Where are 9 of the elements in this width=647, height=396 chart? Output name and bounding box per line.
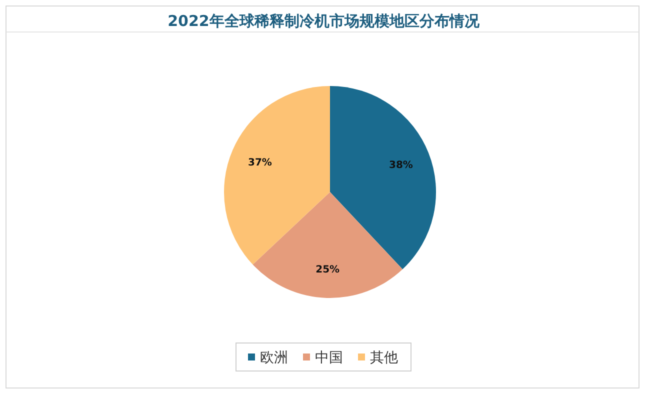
data-label: 37% xyxy=(248,158,272,169)
legend-label: 中国 xyxy=(315,350,343,366)
pie-slice xyxy=(224,86,330,265)
pie-slice xyxy=(252,192,403,298)
legend-label: 欧洲 xyxy=(260,350,288,366)
data-label: 38% xyxy=(388,160,413,171)
legend-label: 其他 xyxy=(370,350,398,366)
chart-title: 2022年全球稀释制冷机市场规模地区分布情况 xyxy=(168,12,480,30)
data-label: 25% xyxy=(316,264,340,276)
